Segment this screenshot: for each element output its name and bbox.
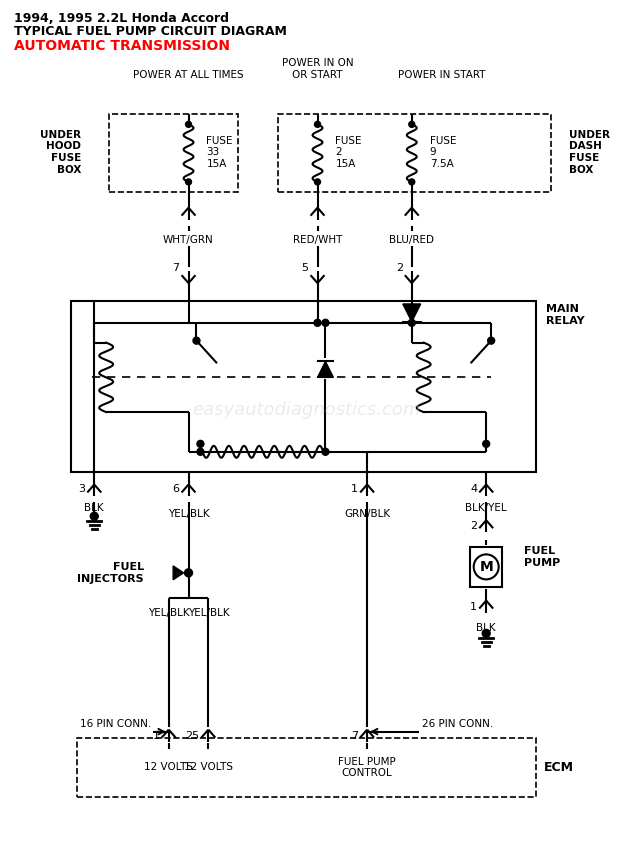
Text: RED/WHT: RED/WHT [293,235,342,246]
Bar [72,301,536,472]
Text: FUEL PUMP
CONTROL: FUEL PUMP CONTROL [338,756,396,778]
Text: BLK: BLK [476,623,496,633]
Circle shape [185,569,192,577]
Text: BLK/YEL: BLK/YEL [465,503,507,513]
Polygon shape [403,304,421,322]
Text: 25: 25 [185,730,200,740]
Text: ECM: ECM [544,761,574,774]
Text: 1: 1 [470,602,477,612]
Text: 3: 3 [78,484,85,494]
Text: UNDER
DASH
FUSE
BOX: UNDER DASH FUSE BOX [569,130,609,174]
Text: FUEL
PUMP: FUEL PUMP [524,547,560,568]
Bar [77,738,536,797]
Circle shape [90,513,98,520]
Text: POWER AT ALL TIMES: POWER AT ALL TIMES [133,70,244,80]
Text: 12 VOLTS: 12 VOLTS [184,762,233,773]
Text: easyautodiagnostics.com: easyautodiagnostics.com [192,401,421,419]
Circle shape [315,122,321,127]
Circle shape [197,448,204,456]
Text: 1: 1 [351,484,358,494]
Circle shape [408,320,415,326]
Text: 1994, 1995 2.2L Honda Accord: 1994, 1995 2.2L Honda Accord [14,12,229,25]
Circle shape [314,320,321,326]
Text: MAIN
RELAY: MAIN RELAY [546,304,585,326]
Bar [470,547,502,586]
Polygon shape [173,566,184,580]
Circle shape [408,122,415,127]
Circle shape [488,337,494,344]
Text: FUEL
INJECTORS: FUEL INJECTORS [77,562,144,584]
Text: 12 VOLTS: 12 VOLTS [144,762,193,773]
Circle shape [197,440,204,447]
Text: AUTOMATIC TRANSMISSION: AUTOMATIC TRANSMISSION [14,39,230,53]
Text: WHT/GRN: WHT/GRN [163,235,214,246]
Text: TYPICAL FUEL PUMP CIRCUIT DIAGRAM: TYPICAL FUEL PUMP CIRCUIT DIAGRAM [14,25,287,37]
Bar [278,115,551,192]
Text: YEL/BLK: YEL/BLK [187,608,229,618]
Text: FUSE
9
7.5A: FUSE 9 7.5A [430,135,456,169]
Text: 5: 5 [302,264,308,273]
Text: POWER IN START: POWER IN START [398,70,485,80]
Circle shape [483,440,489,447]
Text: FUSE
2
15A: FUSE 2 15A [336,135,362,169]
Text: 2: 2 [396,264,403,273]
Text: 26 PIN CONN.: 26 PIN CONN. [421,718,493,728]
Bar [109,115,238,192]
Text: UNDER
HOOD
FUSE
BOX: UNDER HOOD FUSE BOX [40,130,82,174]
Text: 2: 2 [470,521,477,531]
Text: 7: 7 [351,730,358,740]
Text: 7: 7 [172,264,180,273]
Text: YEL/BLK: YEL/BLK [167,509,210,519]
Circle shape [408,179,415,185]
Text: GRN/BLK: GRN/BLK [344,509,390,519]
Text: YEL/BLK: YEL/BLK [148,608,190,618]
Text: BLU/RED: BLU/RED [389,235,434,246]
Circle shape [185,122,192,127]
Text: 1: 1 [153,730,159,740]
Text: POWER IN ON
OR START: POWER IN ON OR START [282,58,353,80]
Text: 4: 4 [470,484,477,494]
Text: 6: 6 [172,484,180,494]
Circle shape [193,337,200,344]
Circle shape [315,179,321,185]
Circle shape [482,629,490,638]
Text: 16 PIN CONN.: 16 PIN CONN. [80,718,151,728]
Circle shape [322,448,329,456]
Circle shape [322,320,329,326]
Text: BLK: BLK [85,503,104,513]
Text: FUSE
33
15A: FUSE 33 15A [206,135,233,169]
Polygon shape [318,361,333,377]
Circle shape [185,179,192,185]
Text: M: M [480,560,493,574]
